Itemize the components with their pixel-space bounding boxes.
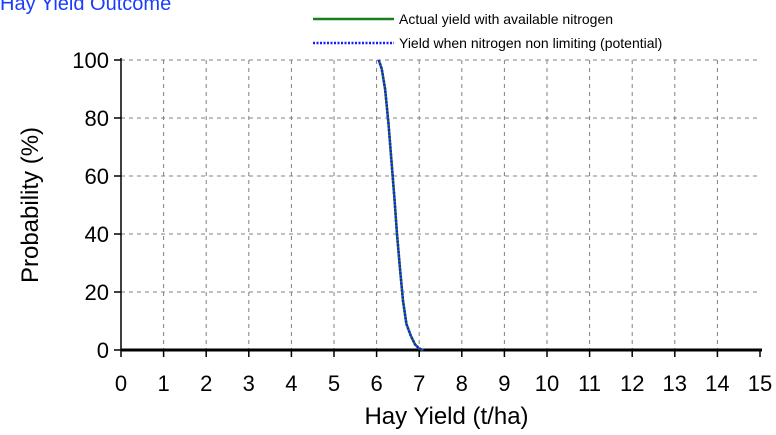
- series-line-potential: [377, 59, 424, 352]
- legend: Actual yield with available nitrogen Yiel…: [313, 11, 662, 51]
- x-tick-labels: 0 1 2 3 4 5 6 7 8 9 10 11 12 13 14 15: [115, 371, 772, 396]
- y-tick-label-100: 100: [72, 48, 109, 73]
- x-tick-label-5: 5: [328, 371, 340, 396]
- legend-label-actual: Actual yield with available nitrogen: [399, 11, 613, 27]
- x-axis-label: Hay Yield (t/ha): [364, 403, 528, 430]
- x-tick-label-3: 3: [243, 371, 255, 396]
- chart-title: Hay Yield Outcome: [0, 0, 172, 15]
- x-tick-label-14: 14: [705, 371, 729, 396]
- x-tick-label-8: 8: [456, 371, 468, 396]
- y-tick-label-80: 80: [85, 106, 109, 131]
- y-tick-label-20: 20: [85, 280, 109, 305]
- x-tick-label-6: 6: [370, 371, 382, 396]
- y-tick-label-0: 0: [97, 338, 109, 363]
- x-tick-label-0: 0: [115, 371, 127, 396]
- axes: [114, 58, 762, 357]
- x-tick-label-10: 10: [535, 371, 559, 396]
- x-tick-label-15: 15: [748, 371, 772, 396]
- x-tick-label-11: 11: [578, 371, 601, 396]
- series-line-actual: [377, 59, 424, 352]
- y-axis-label: Probability (%): [17, 127, 44, 283]
- x-tick-label-12: 12: [620, 371, 644, 396]
- grid-lines: [121, 59, 760, 350]
- y-tick-label-60: 60: [85, 164, 109, 189]
- series-lines: [377, 59, 424, 352]
- y-tick-labels: 0 20 40 60 80 100: [72, 48, 109, 363]
- x-tick-label-1: 1: [157, 371, 169, 396]
- x-tick-label-4: 4: [285, 371, 297, 396]
- legend-label-potential: Yield when nitrogen non limiting (potent…: [399, 35, 662, 51]
- x-tick-label-9: 9: [498, 371, 510, 396]
- x-tick-label-7: 7: [413, 371, 425, 396]
- x-tick-label-2: 2: [200, 371, 212, 396]
- x-tick-label-13: 13: [663, 371, 687, 396]
- y-tick-label-40: 40: [85, 222, 109, 247]
